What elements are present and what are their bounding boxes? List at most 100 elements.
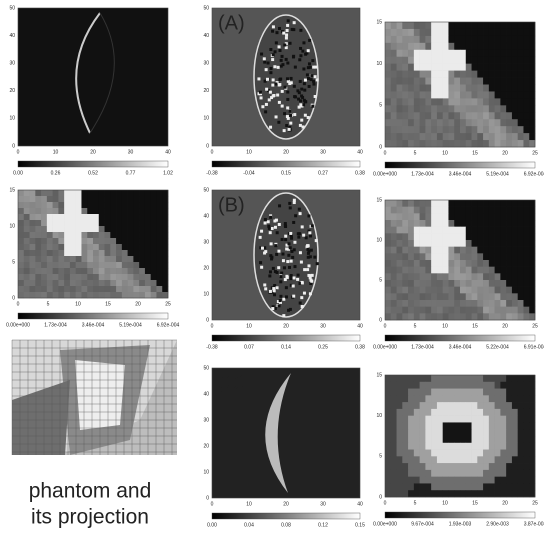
pixel [471,260,478,267]
image-feature [253,14,319,140]
pixel [494,306,501,314]
pixel [471,213,478,221]
pixel [523,77,530,85]
pixel [144,256,151,263]
pixel [436,200,443,207]
noise [270,255,274,259]
pixel [385,126,392,134]
pixel [488,200,495,207]
pixel [436,388,443,396]
pixel [448,200,455,207]
pixel [58,232,65,239]
pixel [500,140,507,148]
pixel [121,196,128,203]
noise [298,79,302,83]
noise [281,63,285,67]
pixel [471,313,478,321]
pixel [454,112,461,120]
pixel [511,213,518,221]
pixel [454,286,461,294]
pixel [156,226,163,233]
pixel [454,246,461,254]
noise [278,26,282,30]
pixel [64,268,71,275]
pixel [385,253,392,261]
pixel [494,70,501,78]
pixel [448,260,455,267]
pixel [127,274,134,281]
pixel [500,429,507,437]
pixel [402,140,409,148]
y-tick-label: 15 [376,197,382,203]
pixel [529,442,536,450]
pixel [454,220,461,227]
pixel [402,226,409,234]
pixel [413,408,420,416]
colorbar-label: 2.90e-003 [486,521,509,527]
pixel [402,408,409,416]
pixel [465,126,472,134]
pixel [442,22,449,30]
pixel [431,388,438,396]
pixel [506,293,513,301]
pixel [58,292,65,299]
pixel [413,388,420,396]
pixel [402,266,409,274]
pixel [448,381,455,389]
pixel [529,98,536,106]
noise [283,278,287,282]
noise [280,54,284,58]
pixel [436,273,443,281]
pixel [29,286,36,293]
pixel [396,246,403,254]
pixel [396,306,403,314]
pixel [419,133,426,141]
pixel [511,395,518,403]
pixel [500,119,507,127]
y-tick-label: 50 [203,187,209,193]
pixel [529,313,536,321]
pixel [419,84,426,92]
colorbar [17,312,169,320]
noise [260,246,264,250]
pixel [471,286,478,294]
pixel [517,490,524,498]
noise [286,116,290,120]
noise [264,102,268,106]
pixel [506,126,513,134]
pixel [413,306,420,314]
pixel [494,105,501,113]
pixel [425,28,432,37]
pixel [500,77,507,85]
pixel [419,483,426,491]
pixel [408,91,415,99]
pixel [144,292,151,299]
pixel [488,449,495,457]
pixel [139,286,146,293]
pixel [46,214,53,221]
pixel [517,91,524,99]
pixel [436,429,443,437]
noise [293,240,297,244]
y-tick-label: 30 [9,61,15,67]
pixel [506,140,513,148]
noise [273,270,277,274]
pixel [483,415,490,423]
pixel [396,388,403,396]
pixel [46,262,53,269]
noise [287,308,291,312]
noise [272,289,276,293]
pixel [483,388,490,396]
pixel [471,105,478,113]
pixel [385,98,392,106]
pixel [483,456,490,464]
pixel [69,262,76,269]
pixel [98,208,105,215]
pixel [431,112,438,120]
pixel [460,226,467,234]
noise [259,96,263,100]
pixel [408,449,415,457]
pixel [385,415,392,423]
pixel [523,119,530,127]
y-tick-label: 10 [376,61,382,67]
